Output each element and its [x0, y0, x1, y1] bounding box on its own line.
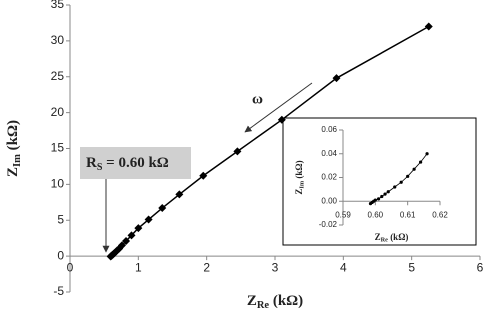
x-axis-title: ZRe (kΩ)	[247, 293, 303, 311]
data-point	[117, 241, 126, 250]
y-tick-label: 30	[51, 33, 65, 47]
data-point	[419, 160, 423, 164]
rs-label: RS = 0.60 kΩ	[86, 155, 169, 173]
data-point	[373, 198, 377, 202]
y-tick-label: 0.02	[321, 173, 337, 182]
data-point	[158, 204, 167, 213]
rs-symbol: R	[86, 155, 97, 171]
x-axis-title: ZRe (kΩ)	[375, 232, 409, 244]
rs-subscript: S	[97, 162, 103, 173]
data-point	[175, 190, 184, 199]
data-point	[380, 194, 384, 199]
x-axis-title-subscript: Re	[381, 237, 389, 244]
data-point	[277, 115, 286, 124]
y-axis-title: ZIm (kΩ)	[5, 120, 23, 177]
x-tick-label: 1	[135, 260, 142, 274]
x-axis-title-symbol: Z	[247, 293, 257, 309]
y-tick-label: 5	[57, 212, 64, 226]
y-axis-title: ZIm (kΩ)	[294, 160, 306, 194]
y-tick-label: -5	[53, 284, 64, 298]
data-point	[144, 215, 153, 224]
data-point	[332, 74, 341, 83]
x-axis-title-unit: (kΩ)	[269, 293, 303, 309]
y-axis-title-unit: (kΩ)	[5, 120, 21, 154]
y-tick-label: 10	[51, 177, 65, 191]
x-axis-title-subscript: Re	[257, 300, 270, 311]
x-tick-label: 4	[340, 260, 347, 274]
x-tick-label: 0.61	[400, 210, 416, 219]
y-axis-title-subscript: Im	[12, 154, 23, 167]
data-point	[134, 224, 143, 233]
x-tick-label: 0.59	[335, 210, 351, 219]
data-point	[424, 22, 433, 31]
y-tick-label: 0	[57, 248, 64, 262]
data-point	[406, 174, 410, 178]
data-point	[233, 147, 242, 156]
y-tick-label: 35	[51, 0, 65, 11]
data-point	[425, 152, 429, 156]
data-point	[399, 180, 403, 184]
x-tick-label: 6	[477, 260, 484, 274]
y-tick-label: 0.04	[321, 149, 337, 158]
y-tick-label: 0.06	[321, 125, 337, 134]
y-axis-title-subscript: Im	[299, 180, 306, 188]
data-point	[412, 167, 416, 171]
y-tick-label: 20	[51, 105, 65, 119]
x-tick-label: 0	[67, 260, 74, 274]
inset-frame	[282, 117, 477, 246]
omega-arrow	[244, 82, 313, 133]
x-tick-label: 5	[408, 260, 415, 274]
x-tick-label: 0.60	[368, 210, 384, 219]
data-point	[386, 190, 390, 194]
data-point	[122, 237, 131, 246]
x-tick-label: 0.62	[432, 210, 448, 219]
omega-label: ω	[252, 91, 263, 107]
data-point	[199, 171, 208, 180]
y-axis-title-symbol: Z	[294, 189, 304, 195]
x-tick-label: 2	[203, 260, 210, 274]
rs-box	[80, 147, 191, 179]
y-axis-title-symbol: Z	[5, 167, 21, 177]
x-tick-label: 3	[272, 260, 279, 274]
data-point	[127, 231, 136, 240]
x-axis-title-unit: (kΩ)	[388, 232, 408, 242]
y-tick-label: 15	[51, 141, 65, 155]
y-tick-label: -0.02	[319, 220, 338, 229]
x-axis-title-symbol: Z	[375, 232, 381, 242]
y-tick-label: 25	[51, 69, 65, 83]
data-point	[376, 197, 381, 201]
y-axis-title-unit: (kΩ)	[294, 160, 304, 180]
data-point	[393, 185, 397, 189]
rs-text: = 0.60 kΩ	[102, 155, 168, 171]
data-point	[383, 192, 387, 196]
y-tick-label: 0.00	[321, 196, 337, 205]
